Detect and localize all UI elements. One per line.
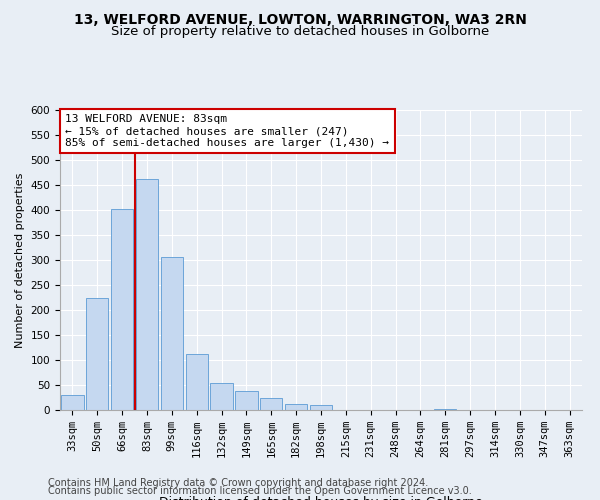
Bar [61, 395, 83, 410]
Bar [86, 298, 109, 410]
X-axis label: Distribution of detached houses by size in Golborne: Distribution of detached houses by size … [159, 496, 483, 500]
Bar [260, 398, 283, 410]
Bar [285, 404, 307, 410]
Bar [235, 391, 257, 410]
Text: 13 WELFORD AVENUE: 83sqm
← 15% of detached houses are smaller (247)
85% of semi-: 13 WELFORD AVENUE: 83sqm ← 15% of detach… [65, 114, 389, 148]
Bar [111, 208, 133, 410]
Bar [310, 405, 332, 410]
Text: Contains HM Land Registry data © Crown copyright and database right 2024.: Contains HM Land Registry data © Crown c… [48, 478, 428, 488]
Bar [434, 408, 457, 410]
Text: Contains public sector information licensed under the Open Government Licence v3: Contains public sector information licen… [48, 486, 472, 496]
Text: 13, WELFORD AVENUE, LOWTON, WARRINGTON, WA3 2RN: 13, WELFORD AVENUE, LOWTON, WARRINGTON, … [74, 12, 526, 26]
Bar [136, 178, 158, 410]
Bar [211, 383, 233, 410]
Bar [185, 354, 208, 410]
Bar [161, 256, 183, 410]
Y-axis label: Number of detached properties: Number of detached properties [15, 172, 25, 348]
Text: Size of property relative to detached houses in Golborne: Size of property relative to detached ho… [111, 25, 489, 38]
